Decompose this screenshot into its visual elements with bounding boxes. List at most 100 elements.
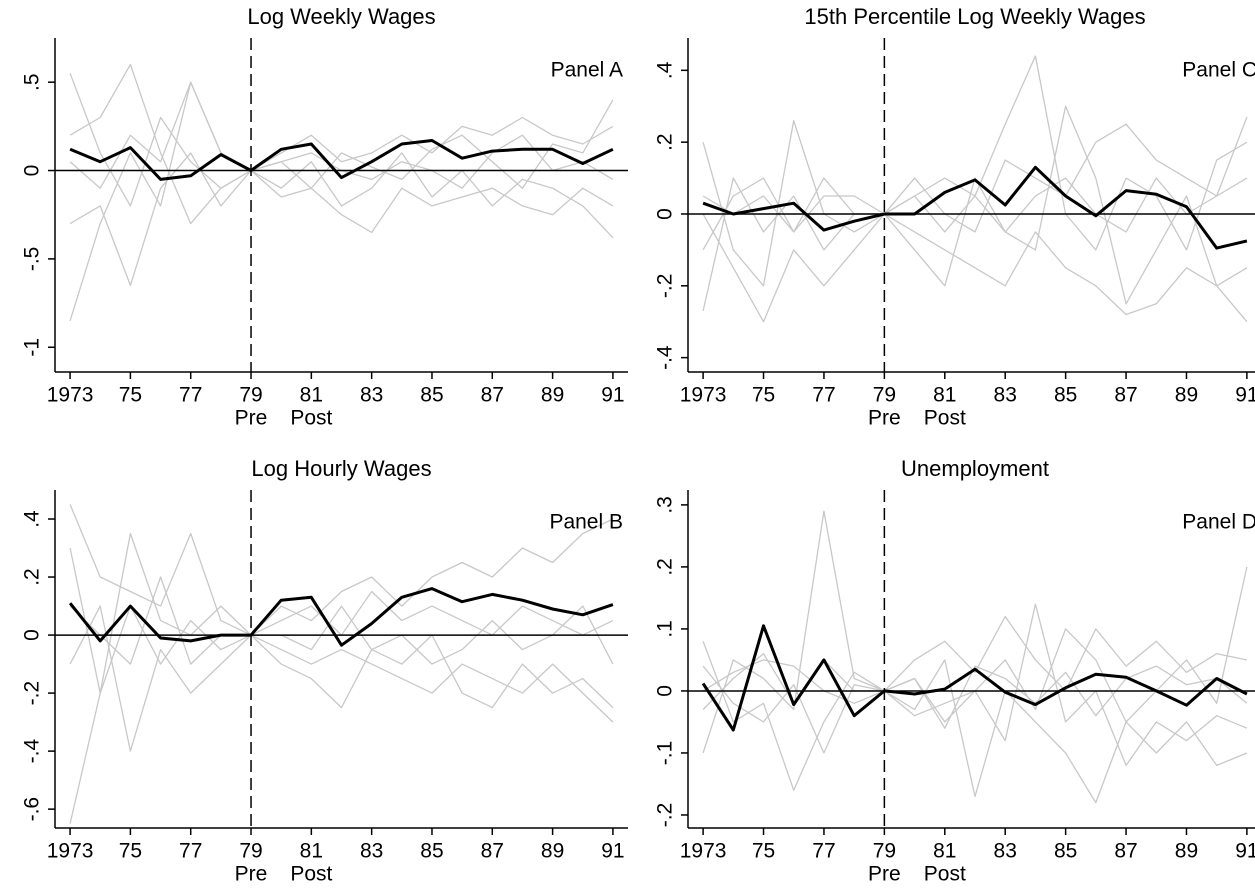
pre-label: Pre [868,407,901,430]
x-tick-label: 89 [541,840,564,863]
x-tick-label: 81 [300,840,323,863]
y-tick-label: -.2 [654,803,677,828]
x-tick-label: 81 [933,840,956,863]
y-tick-label: -1 [21,338,44,357]
y-tick-label: .4 [654,61,677,79]
pre-label: Pre [235,407,268,430]
x-tick-label: 83 [994,840,1017,863]
x-tick-label: 91 [1235,840,1255,863]
placebo-line [69,81,614,321]
y-tick-label: 0 [21,165,44,177]
placebo-line [69,73,614,207]
x-tick-label: 77 [812,840,835,863]
placebo-line [702,116,1248,233]
placebo-line [702,615,1248,704]
placebo-line [702,123,1248,251]
x-tick-label: 81 [933,384,956,407]
plot-area [69,63,614,321]
x-tick-label: 87 [1114,840,1137,863]
x-tick-label: 75 [119,384,142,407]
x-tick-label: 87 [481,840,504,863]
post-label: Post [924,863,966,886]
placebo-line [69,605,614,752]
x-tick-label: 79 [873,384,896,407]
post-label: Post [290,407,332,430]
x-tick-label: 1973 [680,384,727,407]
plot-area [701,510,1248,804]
placebo-line [702,641,1248,804]
y-tick-label: 0 [654,685,677,697]
panel-title: 15th Percentile Log Weekly Wages [804,4,1145,29]
placebo-line [69,504,614,636]
placebo-line [69,63,614,225]
x-tick-label: 79 [873,840,896,863]
placebo-line [69,152,614,287]
x-tick-label: 1973 [680,840,727,863]
x-tick-label: 1973 [47,384,94,407]
pre-label: Pre [235,863,268,886]
y-tick-label: -.1 [654,741,677,766]
main-line [702,165,1248,250]
y-tick-label: .1 [654,620,677,638]
y-tick-label: .3 [654,496,677,514]
x-tick-label: 89 [1175,384,1198,407]
post-label: Post [924,407,966,430]
panel-title: Log Hourly Wages [251,456,431,481]
y-tick-label: .2 [654,133,677,151]
x-tick-label: 75 [119,840,142,863]
x-tick-label: 83 [360,840,383,863]
y-tick-label: .4 [21,510,44,528]
post-label: Post [290,863,332,886]
x-tick-label: 79 [239,840,262,863]
panel-label: Panel A [551,59,623,82]
placebo-line [69,576,614,665]
y-tick-label: 0 [21,629,44,641]
x-tick-label: 85 [1054,840,1077,863]
panel-label: Panel B [549,511,623,534]
x-tick-label: 77 [812,384,835,407]
y-tick-label: -.5 [21,247,44,272]
panel-label: Panel C [1182,59,1255,82]
x-tick-label: 87 [1114,384,1137,407]
x-tick-label: 91 [1235,384,1255,407]
x-tick-label: 1973 [47,840,94,863]
panel-label: Panel D [1182,511,1255,534]
pre-label: Pre [868,863,901,886]
x-tick-label: 89 [541,384,564,407]
y-tick-label: 0 [654,208,677,220]
x-tick-label: 77 [179,384,202,407]
x-tick-label: 77 [179,840,202,863]
plot-area [702,55,1248,323]
panel-title: Log Weekly Wages [247,4,435,29]
placebo-line [69,81,614,189]
x-tick-label: 83 [360,384,383,407]
y-tick-label: .5 [21,73,44,91]
x-tick-label: 91 [601,840,624,863]
panel-title: Unemployment [901,456,1049,481]
placebo-line [69,605,614,824]
placebo-line [702,510,1248,754]
x-tick-label: 79 [239,384,262,407]
y-tick-label: -.4 [21,739,44,764]
x-tick-label: 85 [420,384,443,407]
x-tick-label: 85 [1054,384,1077,407]
main-line [701,624,1248,732]
y-tick-label: -.4 [654,345,677,370]
y-tick-label: -.2 [21,681,44,706]
x-tick-label: 75 [752,840,775,863]
main-line [69,139,614,181]
x-tick-label: 85 [420,840,443,863]
plot-area [68,504,614,824]
x-tick-label: 91 [601,384,624,407]
main-line [68,587,614,647]
x-tick-label: 87 [481,384,504,407]
y-tick-label: -.2 [654,274,677,299]
y-tick-label: .2 [654,558,677,576]
y-tick-label: .2 [21,568,44,586]
x-tick-label: 75 [752,384,775,407]
x-tick-label: 83 [994,384,1017,407]
placebo-line [702,213,1248,323]
placebo-line [69,532,614,694]
